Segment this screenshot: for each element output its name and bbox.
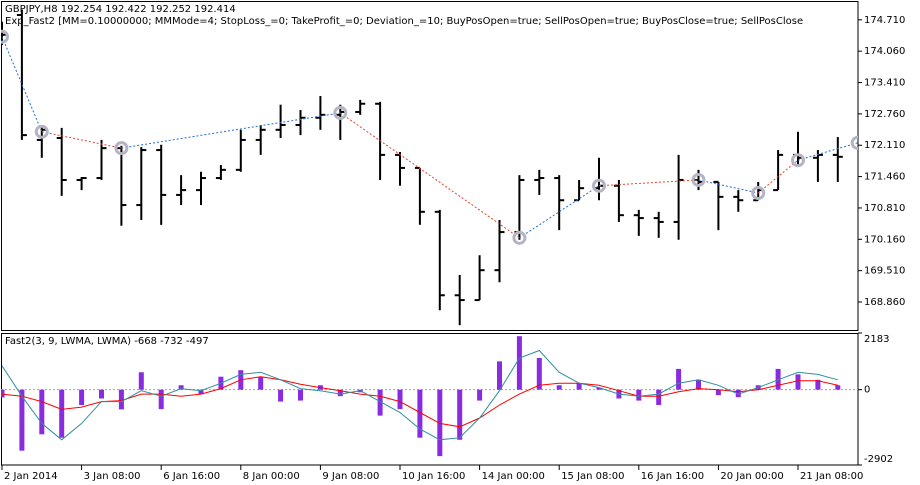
- histogram-bar: [178, 385, 184, 390]
- indicator-plot: [1, 336, 858, 457]
- y-tick-label: -2902: [864, 454, 893, 465]
- chart-title: GBPJPY,H8 192.254 192.422 192.252 192.41…: [5, 4, 236, 15]
- histogram-bar: [516, 336, 522, 390]
- x-tick-label: 2 Jan 2014: [4, 471, 58, 482]
- trade-line: [1, 36, 43, 132]
- trade-marker: [34, 124, 49, 139]
- x-tick-label: 16 Jan 16:00: [641, 471, 704, 482]
- histogram-bar: [576, 383, 582, 390]
- chart-subtitle: Exp_Fast2 [MM=0.10000000; MMMode=4; Stop…: [5, 16, 803, 27]
- histogram-bar: [138, 372, 144, 390]
- histogram-bar: [636, 389, 642, 401]
- trade-line: [598, 179, 699, 187]
- trade-line: [757, 159, 799, 194]
- histogram-bar: [19, 389, 25, 451]
- histogram-bar: [457, 389, 463, 440]
- histogram-bar: [656, 389, 662, 405]
- histogram-bar: [258, 376, 264, 390]
- y-tick-label: 2183: [864, 334, 889, 345]
- histogram-bar: [596, 387, 602, 390]
- histogram-bar: [79, 389, 85, 405]
- x-tick-label: 20 Jan 00:00: [720, 471, 783, 482]
- histogram-bar: [696, 379, 701, 390]
- axes: 174.710 174.060 173.410 172.760 172.110 171.4…: [1, 15, 905, 482]
- histogram-bar: [397, 389, 403, 410]
- histogram-bar: [676, 368, 682, 390]
- trade-marker: [592, 178, 606, 193]
- y-tick-label: 173.410: [864, 78, 905, 89]
- trade-line: [41, 131, 122, 149]
- histogram-bar: [815, 379, 821, 390]
- x-tick-label: 3 Jan 08:00: [84, 471, 141, 482]
- x-tick-label: 8 Jan 00:00: [243, 471, 300, 482]
- trade-marker: [850, 135, 858, 150]
- trade-line: [121, 112, 341, 149]
- trade-marker: [751, 185, 766, 200]
- trade-marker: [333, 105, 348, 120]
- trade-marker: [791, 153, 805, 168]
- histogram-bar: [99, 389, 104, 399]
- histogram-bar: [497, 361, 502, 390]
- histogram-bar: [39, 389, 45, 435]
- x-tick-label: 14 Jan 00:00: [482, 471, 545, 482]
- main-panel-frame: [1, 1, 859, 331]
- y-tick-label: 170.810: [864, 203, 905, 214]
- x-tick-label: 9 Jan 08:00: [322, 471, 379, 482]
- x-tick-label: 10 Jan 16:00: [402, 471, 465, 482]
- trade-marker: [512, 230, 527, 245]
- main-plot: [1, 9, 858, 326]
- main-header: GBPJPY,H8 192.254 192.422 192.252 192.41…: [5, 4, 803, 27]
- histogram-bar: [158, 389, 164, 410]
- y-tick-label: 174.710: [864, 15, 905, 26]
- y-tick-label: 170.160: [864, 234, 905, 245]
- indicator-line: [1, 349, 838, 441]
- histogram-bar: [417, 389, 423, 438]
- x-tick-label: 6 Jan 16:00: [163, 471, 220, 482]
- y-tick-label: 0: [864, 385, 870, 396]
- histogram-bar: [536, 357, 542, 390]
- y-tick-label: 172.110: [864, 140, 905, 151]
- histogram-bar: [1, 389, 5, 398]
- y-tick-label: 174.060: [864, 46, 905, 57]
- trade-line: [340, 112, 520, 239]
- x-tick-label: 15 Jan 08:00: [561, 471, 624, 482]
- histogram-bar: [59, 389, 65, 438]
- histogram-bar: [278, 389, 284, 402]
- histogram-bar: [835, 385, 841, 390]
- trade-marker: [1, 29, 9, 44]
- histogram-bar: [735, 389, 741, 398]
- histogram-bar: [337, 389, 343, 397]
- indicator-panel-frame: [1, 333, 859, 466]
- histogram-bar: [377, 389, 383, 416]
- y-tick-label: 171.460: [864, 172, 905, 183]
- histogram-bar: [118, 389, 124, 410]
- histogram-bar: [715, 389, 721, 396]
- indicator-title: Fast2(3, 9, LWMA, LWMA) -668 -732 -497: [5, 336, 209, 347]
- y-tick-label: 169.510: [864, 266, 905, 277]
- trade-marker: [114, 141, 129, 156]
- y-tick-label: 168.860: [864, 297, 905, 308]
- trade-marker: [691, 172, 706, 187]
- histogram-bar: [298, 389, 303, 401]
- histogram-bar: [477, 389, 483, 401]
- histogram-bar: [795, 374, 801, 390]
- y-tick-label: 172.760: [864, 109, 905, 120]
- histogram-bar: [556, 385, 562, 390]
- x-tick-label: 21 Jan 08:00: [800, 471, 863, 482]
- indicator-line: [1, 376, 838, 428]
- histogram-bar: [198, 389, 204, 395]
